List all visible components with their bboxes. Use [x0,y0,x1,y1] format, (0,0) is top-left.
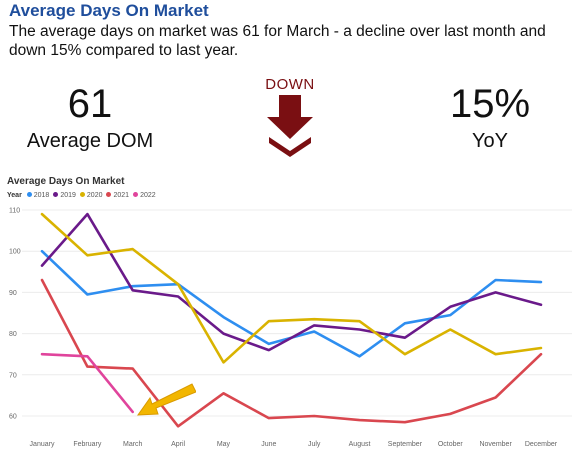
legend-label: 2019 [60,192,76,199]
y-tick-label: 60 [9,414,17,421]
legend-item-2021[interactable]: 2021 [106,192,129,199]
down-arrow-icon [267,95,313,157]
x-tick-label: June [261,441,276,448]
y-tick-label: 80 [9,331,17,338]
yoy-value: 15% [449,82,531,126]
legend-item-2022[interactable]: 2022 [133,192,156,199]
x-tick-label: February [73,441,102,448]
x-tick-label: September [388,441,423,448]
highlight-arrow-icon [136,383,196,416]
legend-item-2020[interactable]: 2020 [79,192,103,199]
x-tick-label: December [525,441,558,448]
chart-title: Average Days On Market [7,176,125,187]
x-tick-label: May [217,441,231,448]
yoy-label: YoY [472,130,508,152]
legend-swatch [79,192,85,197]
chart-legend: Year 2018 2019 2020 2021 2022 [7,192,160,199]
legend-label: 2022 [140,192,156,199]
series-line-2020 [40,212,543,364]
legend-swatch [53,192,59,197]
legend-label: 2020 [86,192,103,199]
legend-swatch [26,192,32,197]
legend-swatch [106,192,112,197]
series-line-2022 [40,352,134,414]
x-tick-label: July [308,441,321,448]
series-line-2019 [40,212,543,352]
x-tick-label: April [171,441,185,448]
legend-label: 2018 [33,192,50,199]
average-dom-label: Average DOM [26,130,154,152]
legend-label: 2021 [113,192,130,199]
x-tick-label: October [438,441,464,448]
series-line-2018 [40,249,543,358]
y-tick-label: 90 [9,290,17,297]
legend-item-2019[interactable]: 2019 [53,192,76,199]
x-tick-label: August [349,441,371,448]
down-label: DOWN [265,76,315,93]
y-tick-label: 70 [9,372,17,379]
legend-swatch [133,192,139,197]
x-tick-label: January [30,441,55,448]
legend-title: Year [7,192,22,199]
x-tick-label: November [479,441,512,448]
y-tick-label: 110 [9,208,20,215]
summary-text: The average days on market was 61 for Ma… [9,23,546,59]
x-tick-label: March [123,441,143,448]
series-line-2021 [40,278,543,428]
legend-item-2018[interactable]: 2018 [26,192,50,199]
y-tick-label: 100 [9,249,21,256]
page-title: Average Days On Market [9,1,209,20]
average-dom-value: 61 [67,82,113,126]
